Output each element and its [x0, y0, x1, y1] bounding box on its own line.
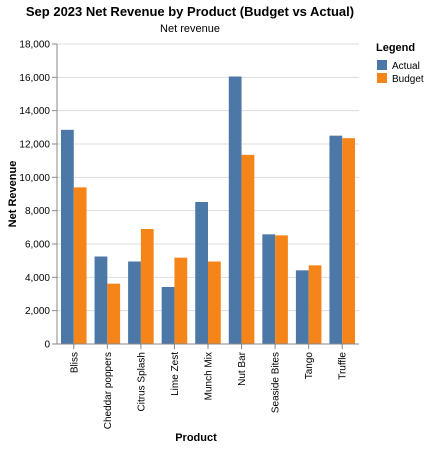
legend-title: Legend: [376, 42, 415, 54]
legend-label-actual: Actual: [392, 61, 420, 72]
bar-actual: [94, 256, 108, 344]
x-tick-label: Truffle: [338, 352, 349, 380]
x-axis: Bliss Cheddar poppers Citrus Splash Lime Ze…: [57, 343, 359, 429]
legend-label-budget: Budget: [392, 74, 424, 85]
y-tick-label: 0: [44, 340, 50, 351]
x-tick-label: Munch Mix: [204, 352, 215, 400]
chart-subtitle: Net revenue: [160, 23, 220, 35]
bar-actual: [195, 202, 208, 344]
x-tick-label: Lime Zest: [170, 352, 181, 396]
bar-actual: [228, 76, 242, 344]
bar-actual: [61, 129, 74, 344]
y-tick-label: 6,000: [25, 240, 50, 251]
x-tick-label: Tango: [304, 352, 315, 380]
bar-actual: [295, 270, 309, 344]
y-axis: 0 2,000 4,000 6,000 8,000 10,000 12,000 14,000 1…: [19, 40, 58, 351]
chart-title: Sep 2023 Net Revenue by Product (Budget …: [26, 4, 354, 19]
bar-budget: [73, 187, 87, 344]
x-tick-label: Bliss: [69, 352, 80, 373]
bar-budget: [275, 235, 288, 344]
y-tick-label: 4,000: [25, 273, 50, 284]
legend-swatch-budget: [377, 73, 387, 83]
y-tick-label: 14,000: [19, 106, 50, 117]
bar-budget: [241, 154, 255, 344]
bar-budget: [308, 265, 322, 344]
bar-budget: [208, 261, 221, 344]
bar-actual: [329, 135, 343, 344]
x-tick-label: Nut Bar: [237, 351, 248, 386]
bars: [61, 76, 355, 344]
bar-budget: [107, 283, 121, 344]
bar-actual: [128, 261, 141, 344]
y-axis-title: Net Revenue: [7, 161, 19, 228]
y-tick-label: 12,000: [19, 140, 50, 151]
bar-budget: [174, 257, 188, 344]
x-tick-label: Citrus Splash: [136, 352, 147, 411]
y-tick-label: 16,000: [19, 73, 50, 84]
y-tick-label: 8,000: [25, 206, 50, 217]
x-tick-label: Cheddar poppers: [103, 352, 114, 429]
y-tick-label: 10,000: [19, 173, 50, 184]
legend: Legend Actual Budget: [376, 42, 424, 85]
bar-budget: [140, 229, 154, 344]
y-tick-label: 2,000: [25, 306, 50, 317]
y-tick-label: 18,000: [19, 40, 50, 51]
x-tick-label: Seaside Bites: [271, 352, 282, 413]
bar-actual: [262, 234, 276, 344]
bar-actual: [161, 287, 175, 344]
x-axis-title: Product: [175, 432, 217, 444]
legend-swatch-actual: [377, 60, 387, 70]
bar-budget: [342, 138, 355, 344]
